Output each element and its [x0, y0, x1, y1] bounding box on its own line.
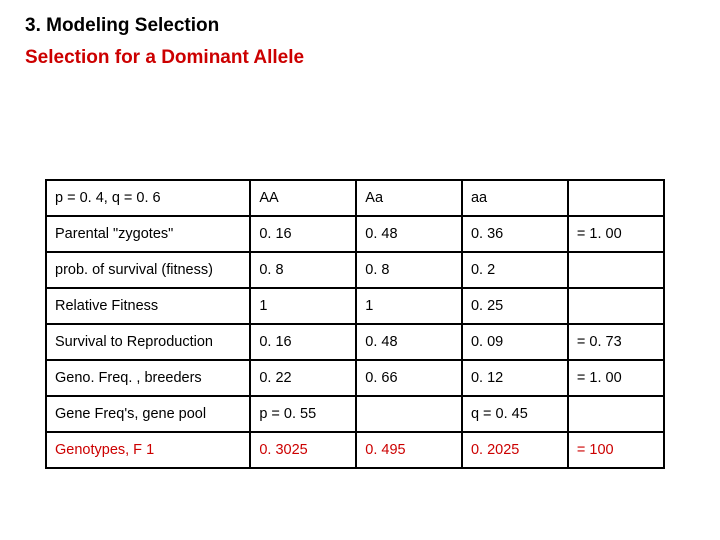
- table-cell: 0. 16: [250, 324, 356, 360]
- table-cell: [568, 396, 664, 432]
- table-cell: = 1. 00: [568, 216, 664, 252]
- table-cell: 0. 2: [462, 252, 568, 288]
- table-cell: 0. 09: [462, 324, 568, 360]
- table-row: Geno. Freq. , breeders0. 220. 660. 12= 1…: [46, 360, 664, 396]
- table-cell: aa: [462, 180, 568, 216]
- table-row: Genotypes, F 10. 30250. 4950. 2025= 100: [46, 432, 664, 468]
- table-cell: Gene Freq's, gene pool: [46, 396, 250, 432]
- table-cell: [356, 396, 462, 432]
- table-cell: 0. 22: [250, 360, 356, 396]
- table-cell: p = 0. 55: [250, 396, 356, 432]
- table-cell: 0. 36: [462, 216, 568, 252]
- table-cell: 0. 48: [356, 216, 462, 252]
- table-cell: Survival to Reproduction: [46, 324, 250, 360]
- table-cell: = 100: [568, 432, 664, 468]
- table-cell: q = 0. 45: [462, 396, 568, 432]
- table-cell: 1: [250, 288, 356, 324]
- table-cell: p = 0. 4, q = 0. 6: [46, 180, 250, 216]
- table-row: p = 0. 4, q = 0. 6AAAaaa: [46, 180, 664, 216]
- table-cell: 0. 48: [356, 324, 462, 360]
- table-cell: Parental "zygotes": [46, 216, 250, 252]
- table-cell: 0. 25: [462, 288, 568, 324]
- table-cell: AA: [250, 180, 356, 216]
- table-cell: Aa: [356, 180, 462, 216]
- table-cell: 0. 3025: [250, 432, 356, 468]
- table-cell: 0. 2025: [462, 432, 568, 468]
- table-row: Relative Fitness110. 25: [46, 288, 664, 324]
- table-row: Parental "zygotes"0. 160. 480. 36= 1. 00: [46, 216, 664, 252]
- table-cell: 0. 16: [250, 216, 356, 252]
- table-cell: = 0. 73: [568, 324, 664, 360]
- table-row: prob. of survival (fitness)0. 80. 80. 2: [46, 252, 664, 288]
- table-cell: 0. 8: [250, 252, 356, 288]
- table-cell: [568, 288, 664, 324]
- table-cell: 0. 12: [462, 360, 568, 396]
- table-cell: 1: [356, 288, 462, 324]
- selection-table: p = 0. 4, q = 0. 6AAAaaaParental "zygote…: [45, 179, 665, 469]
- table-cell: 0. 495: [356, 432, 462, 468]
- section-heading: 3. Modeling Selection: [25, 15, 695, 37]
- table-cell: = 1. 00: [568, 360, 664, 396]
- table-cell: Geno. Freq. , breeders: [46, 360, 250, 396]
- subsection-heading: Selection for a Dominant Allele: [25, 47, 695, 69]
- table-cell: 0. 66: [356, 360, 462, 396]
- table-cell: [568, 252, 664, 288]
- table-cell: [568, 180, 664, 216]
- table-row: Survival to Reproduction0. 160. 480. 09=…: [46, 324, 664, 360]
- table-cell: 0. 8: [356, 252, 462, 288]
- table-cell: Genotypes, F 1: [46, 432, 250, 468]
- table-row: Gene Freq's, gene poolp = 0. 55 q = 0. 45: [46, 396, 664, 432]
- table-cell: prob. of survival (fitness): [46, 252, 250, 288]
- table-cell: Relative Fitness: [46, 288, 250, 324]
